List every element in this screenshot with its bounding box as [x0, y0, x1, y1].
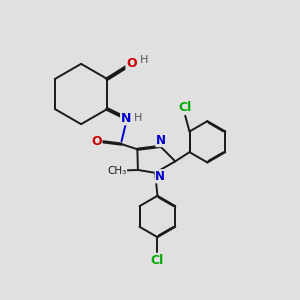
Text: O: O — [126, 57, 136, 70]
Text: N: N — [121, 112, 131, 125]
Text: CH₃: CH₃ — [107, 166, 127, 176]
Text: N: N — [156, 134, 166, 147]
Text: Cl: Cl — [151, 254, 164, 267]
Text: H: H — [134, 113, 142, 123]
Text: H: H — [140, 55, 148, 65]
Text: Cl: Cl — [178, 101, 192, 114]
Text: N: N — [155, 170, 165, 183]
Text: O: O — [91, 135, 102, 148]
